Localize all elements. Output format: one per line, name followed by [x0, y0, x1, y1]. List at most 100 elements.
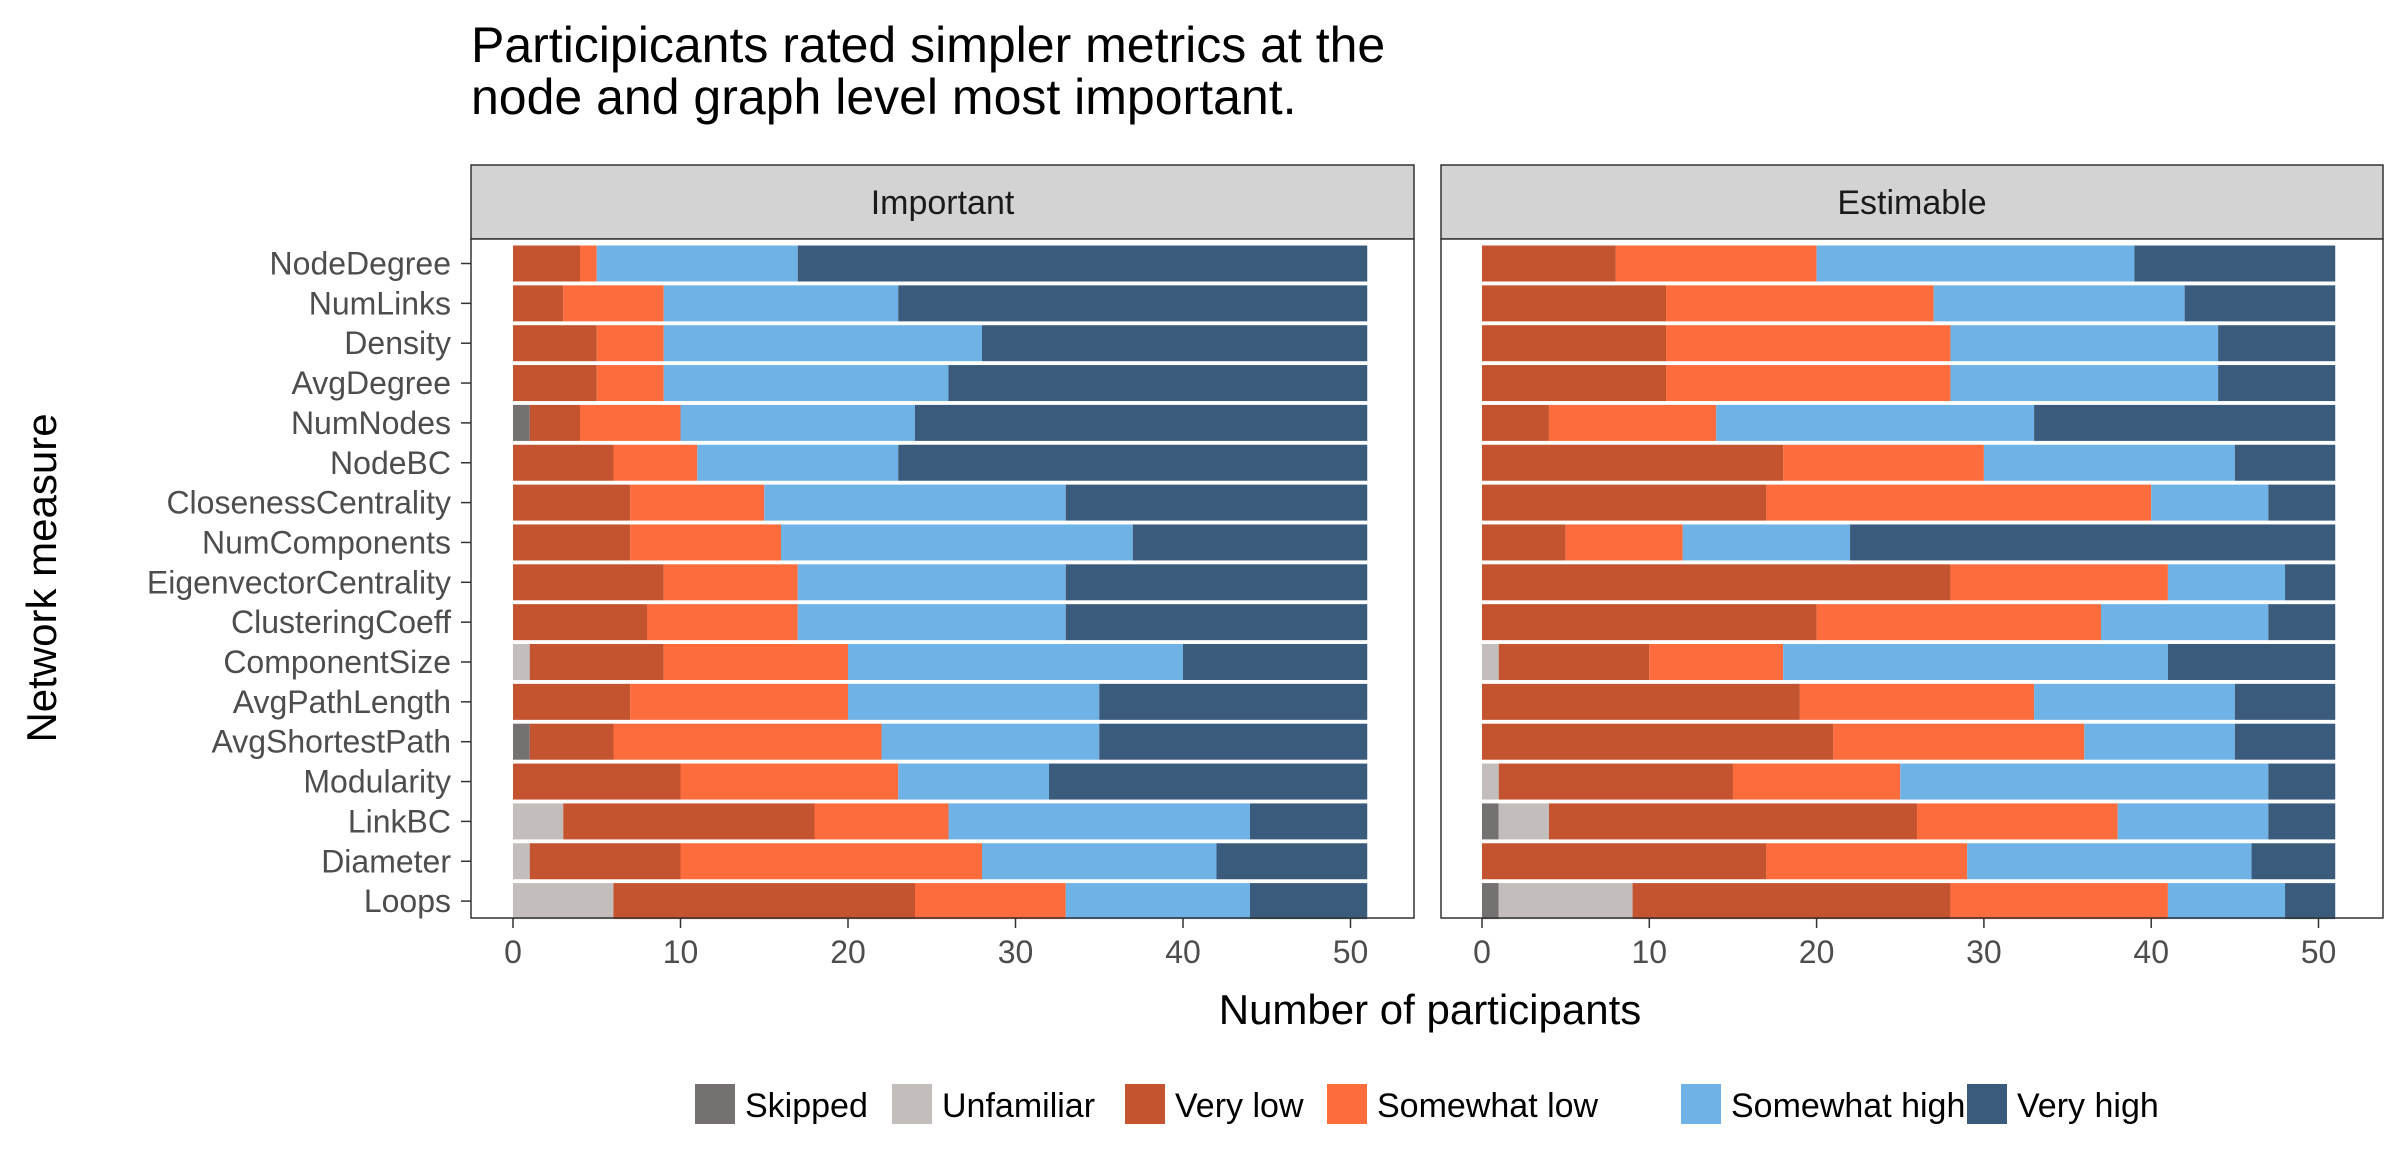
bar-segment: [513, 883, 614, 920]
bar-segment: [2268, 604, 2336, 641]
bar-segment: [2268, 484, 2336, 521]
y-axis-label: Network measure: [18, 413, 65, 742]
bar-segment: [2101, 604, 2269, 641]
bar-segment: [1933, 285, 2185, 322]
bar-segment: [982, 843, 1217, 880]
bar-segment: [797, 245, 1368, 282]
bar-segment: [1250, 883, 1368, 920]
bar-segment: [764, 484, 1066, 521]
x-tick-label: 40: [2133, 934, 2169, 970]
bar-segment: [2167, 564, 2286, 601]
bar-segment: [1099, 723, 1368, 760]
bar-segment: [596, 365, 664, 402]
bar-segment: [563, 285, 664, 322]
y-tick-label: ComponentSize: [223, 644, 451, 680]
bar-segment: [1649, 644, 1784, 680]
bar-segment: [898, 763, 1049, 800]
bar-segment: [948, 365, 1368, 402]
bar-segment: [1666, 365, 1951, 402]
bar-segment: [1065, 604, 1368, 641]
bar-segment: [513, 404, 530, 441]
bar-segment: [1983, 444, 2235, 481]
bar-segment: [1482, 444, 1784, 481]
bar-segment: [2034, 404, 2336, 441]
x-tick-label: 10: [663, 934, 699, 970]
x-tick-label: 20: [830, 934, 866, 970]
legend-label: Very low: [1175, 1087, 1304, 1125]
x-tick-label: 40: [1165, 934, 1201, 970]
bar-segment: [2218, 325, 2336, 362]
bar-segment: [1065, 883, 1250, 920]
bar-segment: [797, 604, 1066, 641]
bar-segment: [1065, 564, 1368, 601]
y-tick-label: ClusteringCoeff: [231, 604, 451, 640]
bar-segment: [663, 365, 949, 402]
bar-segment: [2234, 444, 2336, 481]
bar-segment: [1183, 644, 1368, 680]
bar-segment: [2151, 484, 2269, 521]
bar-segment: [596, 245, 798, 282]
bar-segment: [1950, 325, 2219, 362]
bar-segment: [1482, 484, 1767, 521]
y-tick-label: NumLinks: [309, 285, 451, 321]
y-tick-label: EigenvectorCentrality: [147, 564, 451, 600]
bar-segment: [663, 285, 899, 322]
bar-segment: [848, 644, 1183, 680]
bar-segment: [1783, 444, 1984, 481]
bar-segment: [513, 325, 597, 362]
chart-title-line: node and graph level most important.: [471, 69, 1297, 125]
bar-segment: [1482, 604, 1817, 641]
bar-segment: [2234, 683, 2336, 720]
bar-segment: [630, 524, 781, 561]
bar-segment: [529, 404, 580, 441]
bar-segment: [1498, 803, 1549, 840]
bar-segment: [1498, 763, 1733, 800]
bar-segment: [1482, 245, 1616, 282]
y-tick-label: LinkBC: [348, 803, 451, 839]
bar-segment: [630, 683, 848, 720]
bar-segment: [680, 404, 915, 441]
legend-label: Somewhat high: [1731, 1087, 1965, 1125]
legend-label: Somewhat low: [1377, 1087, 1599, 1125]
bar-segment: [1482, 404, 1549, 441]
bar-segment: [1482, 285, 1667, 322]
bar-segment: [513, 644, 530, 680]
bar-segment: [1099, 683, 1368, 720]
bar-segment: [513, 803, 564, 840]
x-tick-label: 50: [2301, 934, 2337, 970]
x-tick-label: 30: [1966, 934, 2002, 970]
bar-segment: [513, 604, 647, 641]
bar-segment: [529, 644, 664, 680]
bar-segment: [1950, 883, 2168, 920]
bar-segment: [2251, 843, 2336, 880]
bar-segment: [1666, 285, 1934, 322]
y-tick-label: NodeBC: [330, 445, 451, 481]
bar-segment: [1216, 843, 1368, 880]
bar-segment: [513, 444, 614, 481]
bar-segment: [2268, 763, 2336, 800]
bar-segment: [915, 883, 1066, 920]
bar-segment: [2167, 644, 2336, 680]
panel-estimable: Estimable 0 10 20 30 40 50: [1440, 164, 2384, 970]
bar-segment: [1482, 683, 1800, 720]
bar-segment: [513, 285, 564, 322]
bar-segment: [663, 564, 798, 601]
bar-segment: [1498, 883, 1633, 920]
bar-segment: [563, 803, 815, 840]
bar-segment: [2167, 883, 2286, 920]
x-tick-label: 0: [504, 934, 522, 970]
bar-segment: [663, 325, 982, 362]
legend-swatch: [1327, 1084, 1367, 1124]
bar-segment: [513, 723, 530, 760]
y-tick-label: Loops: [364, 883, 451, 919]
bar-segment: [1548, 803, 1917, 840]
bar-segment: [1666, 325, 1951, 362]
bar-segment: [898, 444, 1368, 481]
y-tick-label: ClosenessCentrality: [166, 485, 451, 521]
legend-label: Skipped: [745, 1087, 868, 1125]
bar-segment: [1716, 404, 2035, 441]
bar-segment: [1833, 723, 2085, 760]
bar-segment: [781, 524, 1133, 561]
y-tick-label: NumComponents: [202, 524, 451, 560]
